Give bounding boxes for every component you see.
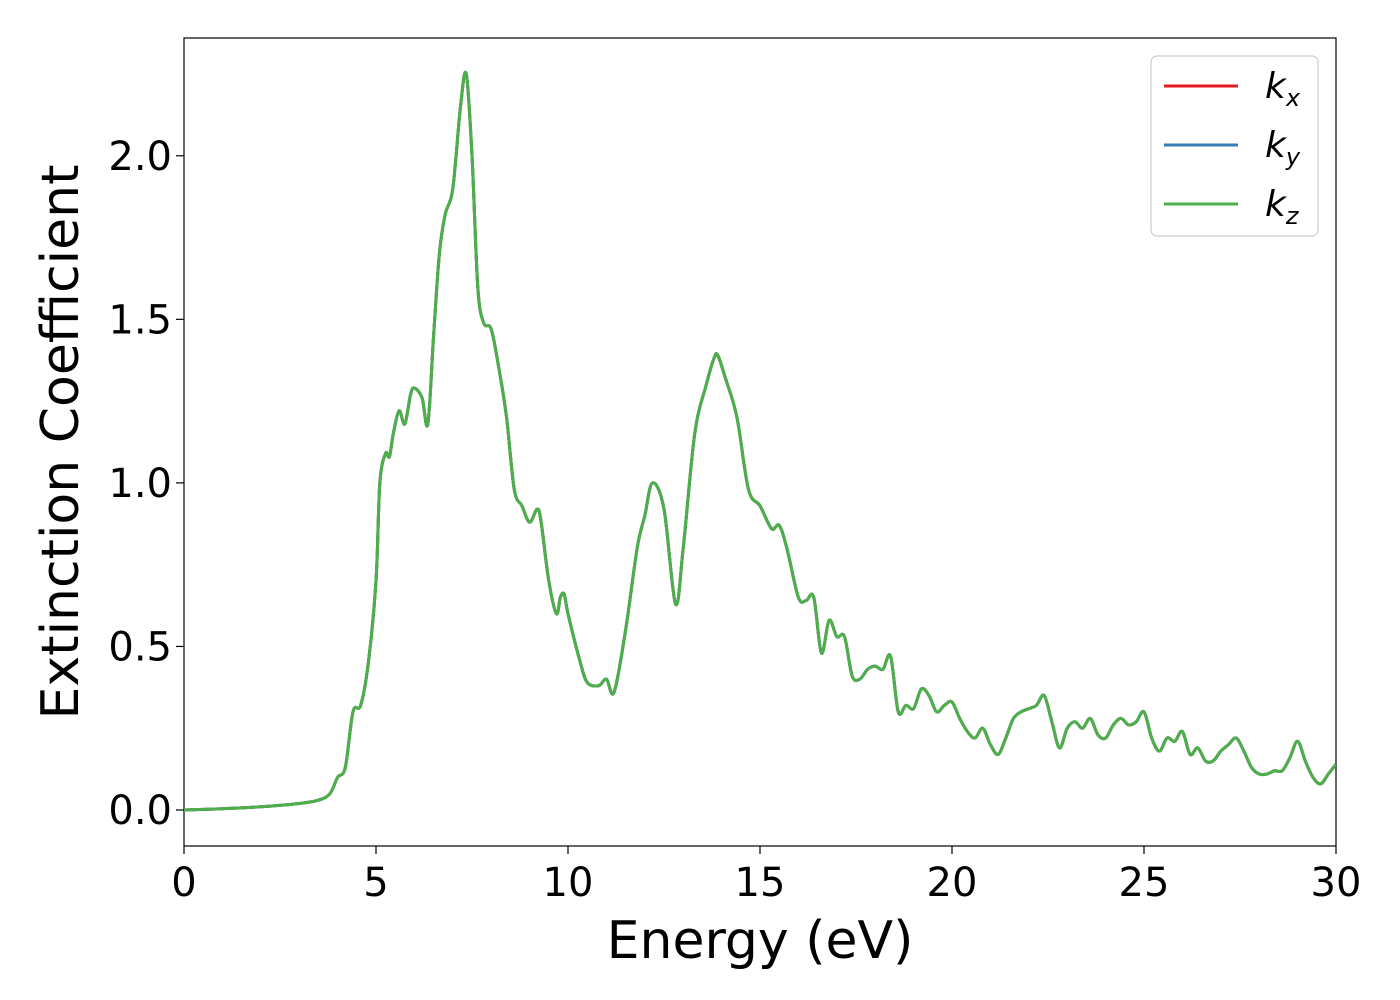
x-tick-label: 15: [735, 860, 786, 906]
legend-items: kx ky kz: [1164, 66, 1301, 230]
y-tick-label: 1.0: [108, 461, 172, 507]
y-tick-label: 0.5: [108, 624, 172, 670]
x-tick-label: 25: [1119, 860, 1170, 906]
x-tick-label: 20: [927, 860, 978, 906]
series-line-kz: [184, 70, 1336, 812]
y-tick-label: 2.0: [108, 134, 172, 180]
x-axis-label: Energy (eV): [607, 911, 914, 971]
y-tick-label: 1.5: [108, 297, 172, 343]
legend-label-kx: kx: [1265, 66, 1301, 112]
legend: kx ky kz: [1150, 55, 1319, 237]
legend-label-ky: ky: [1265, 125, 1301, 171]
x-tick-label: 10: [543, 860, 594, 906]
y-axis-label: Extinction Coefficient: [31, 165, 91, 720]
x-tick-label: 30: [1311, 860, 1362, 906]
y-tick-label: 0.0: [108, 788, 172, 834]
x-axis-ticks: 0 5 10 15 20 25 30: [171, 846, 1361, 906]
series-layer: [184, 70, 1336, 812]
legend-label-kz: kz: [1265, 184, 1300, 230]
x-tick-label: 5: [363, 860, 388, 906]
x-tick-label: 0: [171, 860, 196, 906]
y-axis-ticks: 0.0 0.5 1.0 1.5 2.0: [108, 134, 184, 834]
